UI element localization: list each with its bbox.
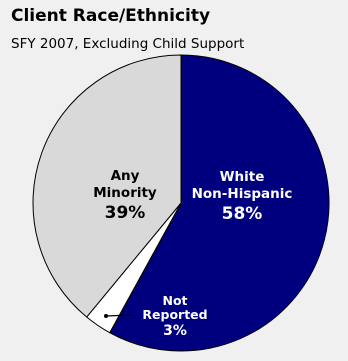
slice-value-not-reported: 3% — [163, 323, 187, 339]
chart-subtitle: SFY 2007, Excluding Child Support — [11, 36, 245, 52]
not-reported-leader-line — [105, 314, 133, 317]
chart-title: Client Race/Ethnicity — [11, 6, 211, 26]
slice-value-any-minority: 39% — [105, 203, 146, 223]
slice-label-any-minority-line-2: Minority — [93, 185, 157, 201]
slice-label-not-reported-line-2: Reported — [142, 307, 207, 322]
pie-slice-white-non-hispanic — [109, 54, 330, 352]
slice-label-white-non-hispanic-line-2: Non-Hispanic — [192, 186, 293, 202]
slice-value-white-non-hispanic: 58% — [222, 204, 263, 224]
pie-slice-any-minority — [32, 54, 182, 318]
slice-label-any-minority-line-1: Any — [111, 168, 140, 184]
not-reported-leader-dot — [104, 314, 108, 318]
slice-label-white-non-hispanic-line-1: White — [220, 169, 265, 185]
slice-label-not-reported-line-1: Not — [162, 293, 187, 308]
